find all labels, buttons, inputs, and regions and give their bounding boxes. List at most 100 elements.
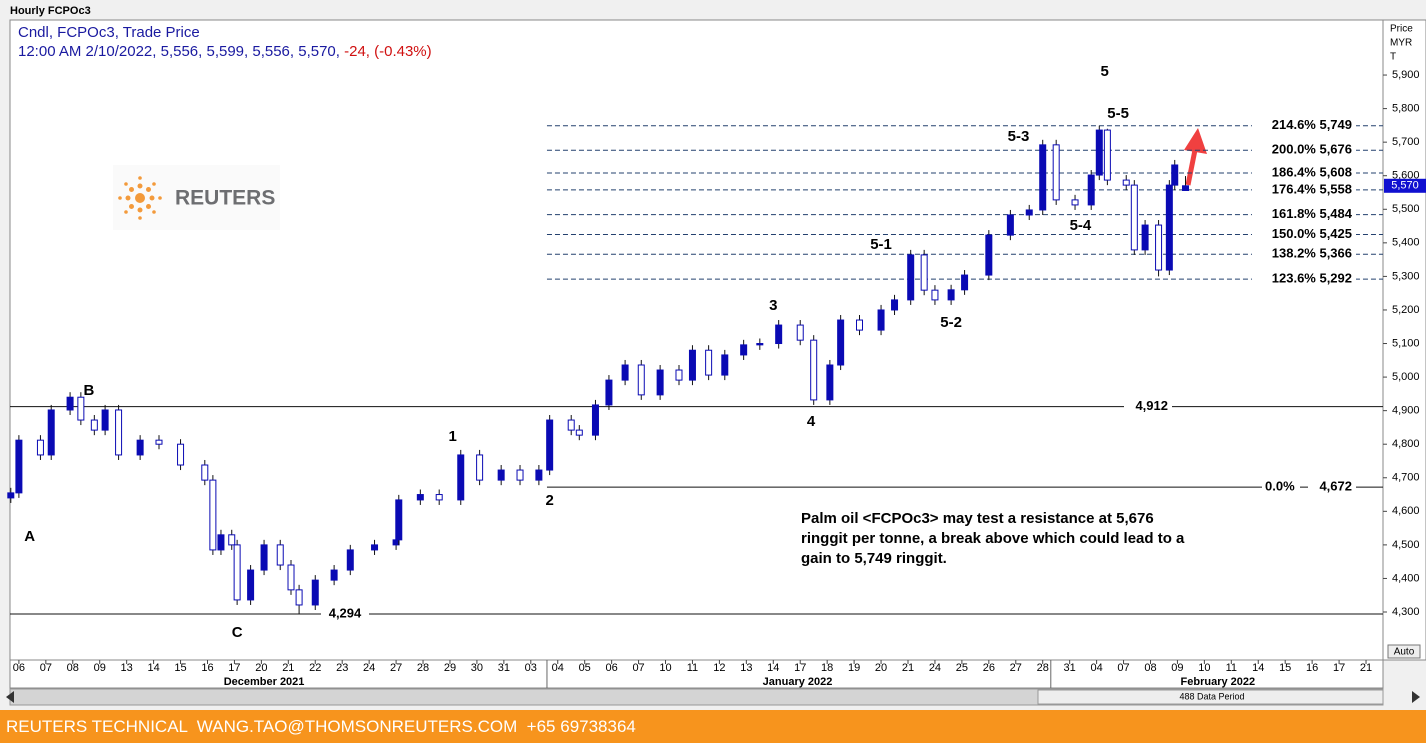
candle-body bbox=[1122, 179, 1130, 186]
level-label-bg bbox=[1252, 142, 1356, 159]
candle-body bbox=[7, 492, 15, 499]
x-tick-label: 03 bbox=[525, 662, 537, 674]
candle-body bbox=[656, 369, 664, 396]
candle-body bbox=[705, 349, 713, 376]
y-tick-label: 4,600 bbox=[1392, 505, 1420, 517]
axis-title: Price bbox=[1390, 24, 1413, 35]
candle-body bbox=[688, 349, 696, 381]
chart-title: Hourly FCPOc3 bbox=[10, 5, 91, 17]
candle-body bbox=[826, 364, 834, 401]
x-tick-label: 12 bbox=[713, 662, 725, 674]
y-tick-label: 5,700 bbox=[1392, 136, 1420, 148]
level-label-bg bbox=[1308, 479, 1356, 496]
candle-body bbox=[837, 319, 845, 366]
wave-label: 5-5 bbox=[1107, 105, 1129, 122]
candle-body bbox=[228, 534, 236, 546]
x-tick-label: 16 bbox=[1306, 662, 1318, 674]
candle-body bbox=[1087, 174, 1095, 206]
level-label: 161.8% 5,484 bbox=[1272, 206, 1353, 221]
price-axis bbox=[1382, 19, 1426, 661]
candle-body bbox=[891, 299, 899, 311]
scroll-label: 488 Data Period bbox=[1179, 691, 1244, 701]
candle-body bbox=[233, 544, 241, 601]
logo-icon bbox=[118, 176, 162, 220]
info: 12:00 AM 2/10/2022, 5,556, 5,599, 5,556,… bbox=[18, 43, 432, 60]
x-tick-label: 21 bbox=[1360, 662, 1372, 674]
x-tick-label: 06 bbox=[606, 662, 618, 674]
level-label-bg bbox=[321, 606, 369, 623]
x-tick-label: 17 bbox=[1333, 662, 1345, 674]
x-tick-label: 21 bbox=[282, 662, 294, 674]
x-tick-label: 27 bbox=[1010, 662, 1022, 674]
x-tick-label: 14 bbox=[1252, 662, 1264, 674]
candle-body bbox=[907, 254, 915, 301]
arrow-shaft bbox=[1185, 149, 1198, 186]
x-tick-label: 31 bbox=[1064, 662, 1076, 674]
month-label: December 2021 bbox=[224, 676, 305, 688]
y-tick-label: 5,200 bbox=[1392, 304, 1420, 316]
x-tick-label: 22 bbox=[309, 662, 321, 674]
scroll-thumb[interactable] bbox=[1037, 689, 1384, 705]
x-tick-label: 07 bbox=[632, 662, 644, 674]
logo-text: REUTERS bbox=[175, 187, 275, 210]
x-tick-label: 10 bbox=[1198, 662, 1210, 674]
x-tick-label: 08 bbox=[67, 662, 79, 674]
note: Palm oil <FCPOc3> may test a resistance … bbox=[801, 510, 1185, 567]
candle-body bbox=[155, 439, 163, 445]
x-tick-label: 27 bbox=[390, 662, 402, 674]
candle-body bbox=[1141, 224, 1149, 251]
candle-body bbox=[247, 569, 255, 601]
candle-body bbox=[1130, 184, 1138, 251]
last-price-label: 5,570 bbox=[1391, 180, 1419, 192]
candle-body bbox=[276, 544, 284, 566]
candle-body bbox=[209, 479, 217, 551]
level-label-bg bbox=[1252, 165, 1356, 182]
candle-body bbox=[311, 579, 319, 606]
level-tag-bg bbox=[1262, 479, 1300, 496]
candle-body bbox=[1071, 199, 1079, 206]
scroll-right[interactable] bbox=[1412, 691, 1420, 703]
level-label-bg bbox=[1252, 181, 1356, 198]
candle-body bbox=[260, 544, 268, 571]
wave-label: 2 bbox=[545, 492, 553, 509]
candle-body bbox=[101, 409, 109, 431]
y-tick-label: 4,900 bbox=[1392, 405, 1420, 417]
scroll-left[interactable] bbox=[6, 691, 14, 703]
auto-button[interactable] bbox=[1387, 644, 1421, 659]
wave-label: 5-2 bbox=[940, 314, 962, 331]
candle-body bbox=[1171, 164, 1179, 186]
wave-label: 5 bbox=[1101, 63, 1109, 80]
candle-body bbox=[90, 419, 98, 431]
y-tick-label: 5,100 bbox=[1392, 337, 1420, 349]
candle-body bbox=[920, 254, 928, 291]
wave-label: A bbox=[24, 528, 35, 545]
wave-label: C bbox=[232, 624, 243, 641]
wave-label: B bbox=[84, 382, 95, 399]
candle-body bbox=[740, 344, 748, 356]
x-tick-label: 25 bbox=[956, 662, 968, 674]
wave-label: 1 bbox=[448, 428, 456, 445]
level-label: 123.6% 5,292 bbox=[1272, 271, 1352, 286]
candle-body bbox=[567, 419, 575, 431]
x-tick-label: 26 bbox=[983, 662, 995, 674]
y-tick-label: 5,600 bbox=[1392, 170, 1420, 182]
candle-body bbox=[47, 409, 55, 456]
candle-body bbox=[775, 324, 783, 345]
candle-body bbox=[1165, 184, 1173, 271]
level-label: 4,912 bbox=[1135, 398, 1168, 413]
candle-body bbox=[416, 494, 424, 501]
x-tick-label: 29 bbox=[444, 662, 456, 674]
candle-body bbox=[371, 544, 379, 551]
x-tick-label: 30 bbox=[471, 662, 483, 674]
candle-body bbox=[605, 379, 613, 406]
candle-body bbox=[1052, 144, 1060, 201]
x-tick-label: 04 bbox=[1090, 662, 1102, 674]
candle-body bbox=[330, 569, 338, 581]
candle-body bbox=[546, 419, 554, 471]
x-tick-label: 16 bbox=[201, 662, 213, 674]
candle-body bbox=[1155, 224, 1163, 271]
auto-label[interactable]: Auto bbox=[1394, 647, 1415, 658]
level-label-bg bbox=[1252, 226, 1356, 243]
x-tick-label: 15 bbox=[1279, 662, 1291, 674]
level-label-bg bbox=[1252, 117, 1356, 134]
